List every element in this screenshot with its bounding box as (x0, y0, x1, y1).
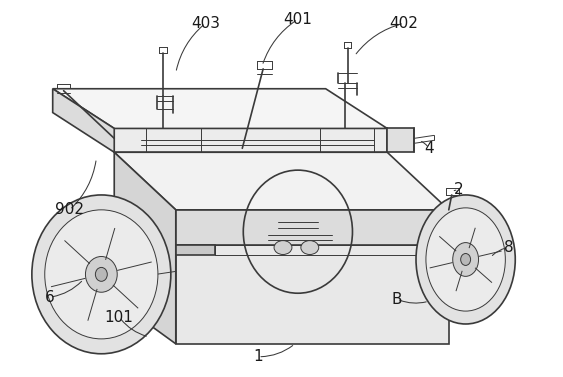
Text: 6: 6 (45, 290, 55, 305)
Text: 401: 401 (283, 12, 312, 27)
Polygon shape (114, 129, 387, 152)
Text: 403: 403 (191, 16, 220, 31)
Polygon shape (176, 245, 216, 254)
Text: 4: 4 (424, 141, 434, 156)
Ellipse shape (416, 195, 515, 324)
Polygon shape (114, 152, 176, 344)
Ellipse shape (426, 208, 506, 311)
Polygon shape (387, 129, 414, 152)
Ellipse shape (44, 210, 158, 339)
Polygon shape (53, 89, 387, 129)
Polygon shape (53, 89, 114, 152)
Ellipse shape (453, 242, 479, 276)
Ellipse shape (301, 241, 319, 254)
Polygon shape (176, 210, 449, 245)
Text: 101: 101 (105, 310, 133, 325)
Text: 8: 8 (503, 240, 513, 255)
Text: 1: 1 (253, 349, 263, 364)
Text: 402: 402 (390, 16, 418, 31)
Ellipse shape (95, 267, 108, 281)
Ellipse shape (274, 241, 292, 254)
Text: 902: 902 (55, 202, 84, 218)
Ellipse shape (86, 256, 117, 292)
Ellipse shape (32, 195, 171, 354)
Text: B: B (392, 292, 403, 307)
Polygon shape (176, 210, 449, 344)
Polygon shape (114, 152, 449, 210)
Text: 2: 2 (454, 182, 463, 198)
Ellipse shape (461, 253, 471, 265)
